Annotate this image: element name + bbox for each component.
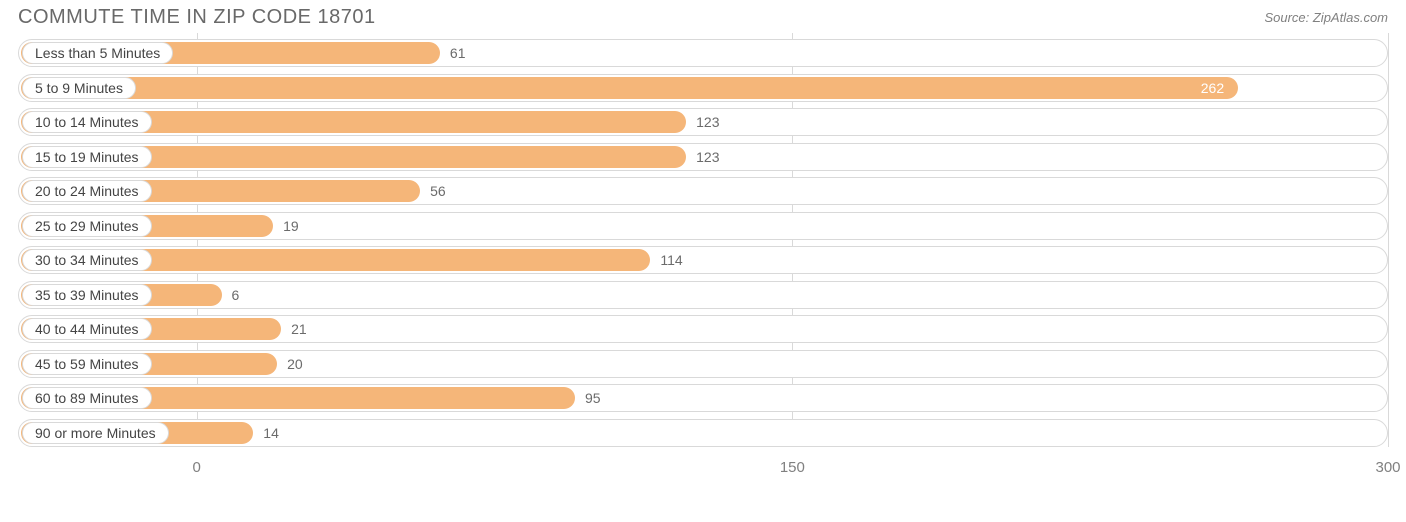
bar-category-label: 25 to 29 Minutes <box>22 215 152 237</box>
bar-value-label: 20 <box>287 356 303 372</box>
bar-value-label: 61 <box>450 45 466 61</box>
bar-row: 25 to 29 Minutes 19 <box>18 212 1388 240</box>
bar-value-label: 56 <box>430 183 446 199</box>
chart-source: Source: ZipAtlas.com <box>1264 6 1388 25</box>
gridline <box>1388 33 1389 447</box>
x-axis: 0150300 <box>18 453 1388 483</box>
chart-area: Less than 5 Minutes 61 5 to 9 Minutes 262 10… <box>0 33 1406 447</box>
bar-value-label: 123 <box>696 149 719 165</box>
bar-value-label: 21 <box>291 321 307 337</box>
bar-category-label: Less than 5 Minutes <box>22 42 173 64</box>
bar-value-label: 95 <box>585 390 601 406</box>
bar-row: 90 or more Minutes 14 <box>18 419 1388 447</box>
bar-category-label: 30 to 34 Minutes <box>22 249 152 271</box>
x-axis-tick-label: 150 <box>780 459 805 476</box>
bar-category-label: 60 to 89 Minutes <box>22 387 152 409</box>
bar-category-label: 5 to 9 Minutes <box>22 77 136 99</box>
bar-value-label: 6 <box>232 287 240 303</box>
bar-value-label: 262 <box>1201 80 1224 96</box>
bar-value-label: 14 <box>263 425 279 441</box>
bar-category-label: 90 or more Minutes <box>22 422 169 444</box>
bar-value-label: 123 <box>696 114 719 130</box>
bar-category-label: 45 to 59 Minutes <box>22 353 152 375</box>
bar-category-label: 10 to 14 Minutes <box>22 111 152 133</box>
bar-fill <box>21 77 1238 99</box>
bar-row: 5 to 9 Minutes 262 <box>18 74 1388 102</box>
bar-category-label: 35 to 39 Minutes <box>22 284 152 306</box>
bar-value-label: 19 <box>283 218 299 234</box>
x-axis-tick-label: 300 <box>1375 459 1400 476</box>
bar-row: 30 to 34 Minutes 114 <box>18 246 1388 274</box>
chart-header: COMMUTE TIME IN ZIP CODE 18701 Source: Z… <box>0 0 1406 33</box>
bar-category-label: 20 to 24 Minutes <box>22 180 152 202</box>
bar-row: 20 to 24 Minutes 56 <box>18 177 1388 205</box>
bar-row: 10 to 14 Minutes 123 <box>18 108 1388 136</box>
bars-container: Less than 5 Minutes 61 5 to 9 Minutes 262 10… <box>18 39 1388 447</box>
bar-category-label: 40 to 44 Minutes <box>22 318 152 340</box>
bar-row: 15 to 19 Minutes 123 <box>18 143 1388 171</box>
chart-title: COMMUTE TIME IN ZIP CODE 18701 <box>18 6 376 29</box>
bar-row: 35 to 39 Minutes 6 <box>18 281 1388 309</box>
x-axis-tick-label: 0 <box>193 459 201 476</box>
bar-category-label: 15 to 19 Minutes <box>22 146 152 168</box>
bar-row: 45 to 59 Minutes 20 <box>18 350 1388 378</box>
bar-value-label: 114 <box>660 252 682 268</box>
bar-row: 60 to 89 Minutes 95 <box>18 384 1388 412</box>
bar-row: 40 to 44 Minutes 21 <box>18 315 1388 343</box>
bar-row: Less than 5 Minutes 61 <box>18 39 1388 67</box>
